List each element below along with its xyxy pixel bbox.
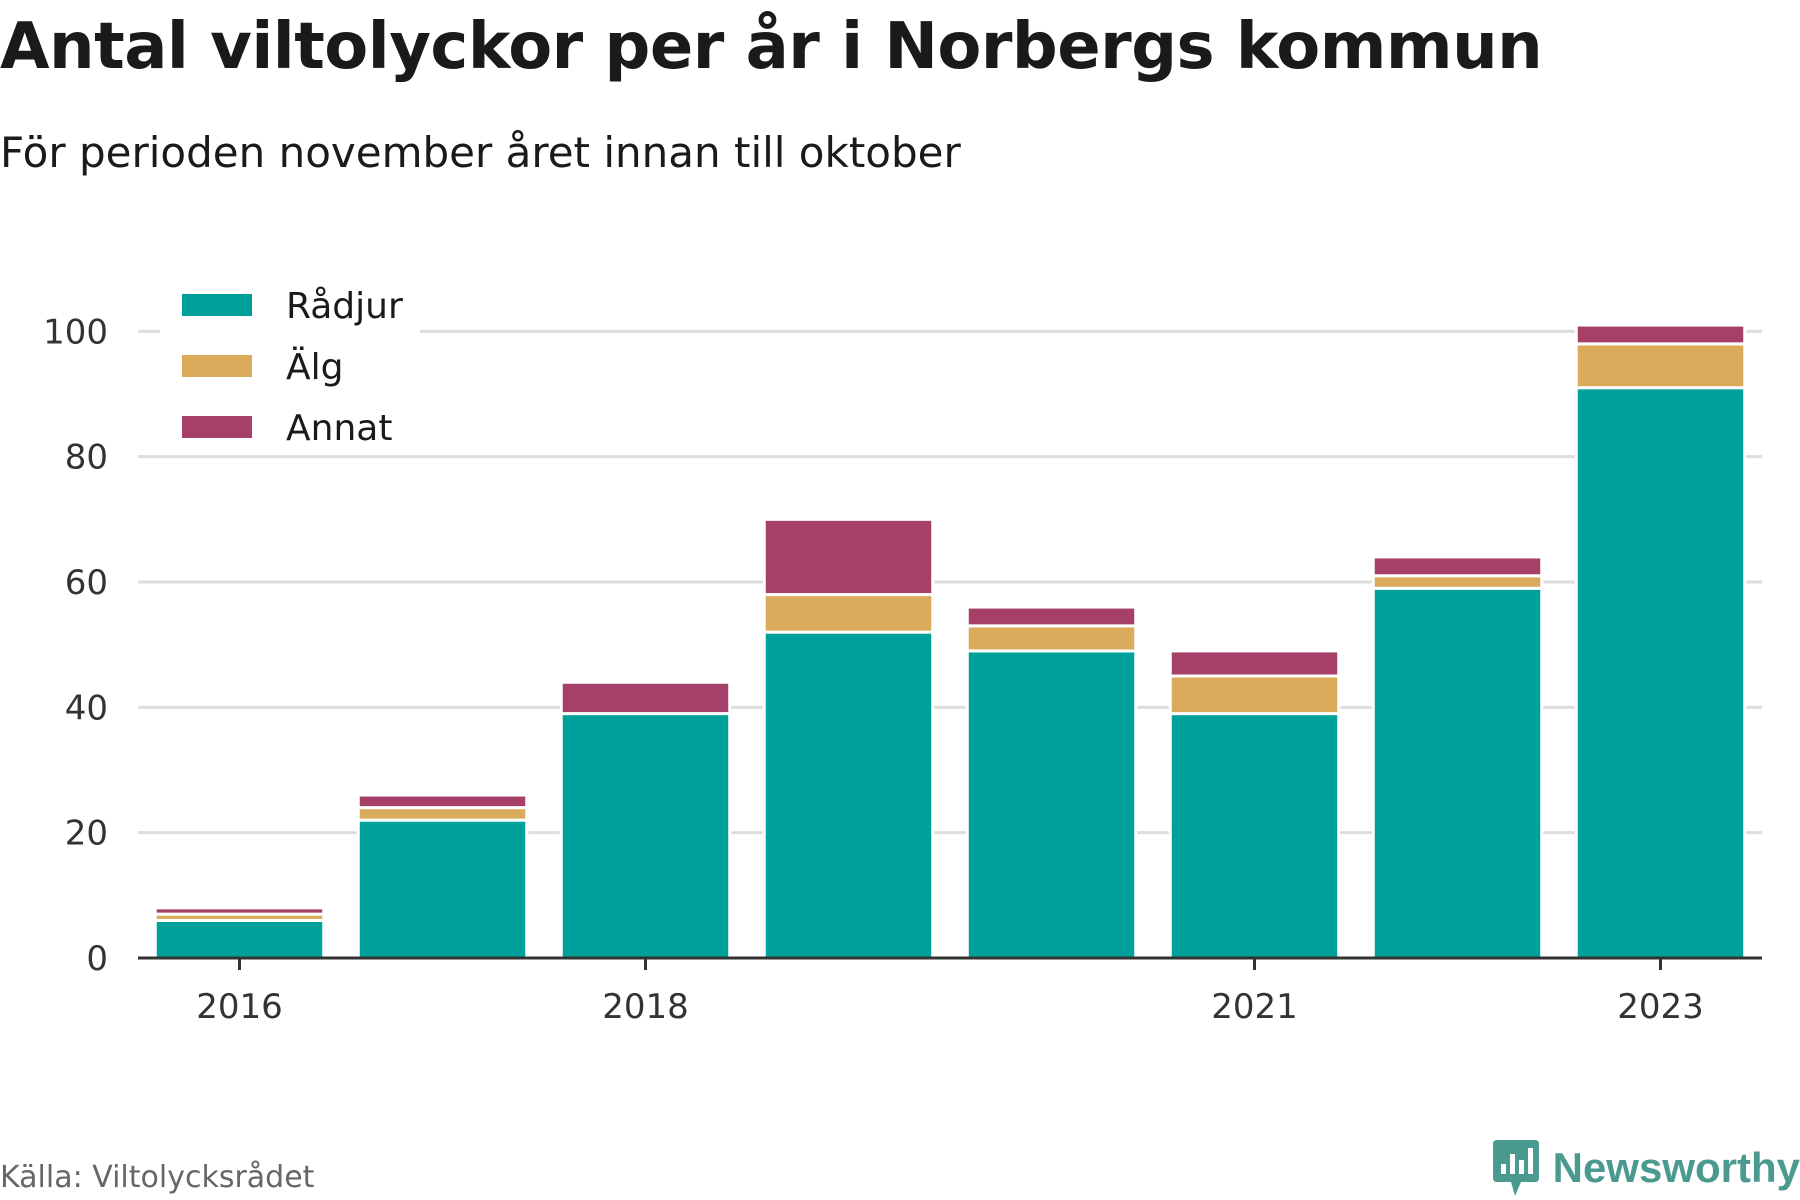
y-tick-label: 60: [65, 563, 108, 603]
bar-segment: [153, 906, 326, 916]
y-tick-label: 40: [65, 688, 108, 728]
x-tick-label: 2018: [602, 987, 689, 1027]
bar-segment: [762, 517, 935, 597]
x-tick-label: 2021: [1211, 987, 1298, 1027]
bar-segment: [762, 593, 935, 634]
brand-logo: Newsworthy: [1491, 1140, 1800, 1196]
bar-segment: [1168, 712, 1341, 960]
legend-label: Älg: [286, 346, 343, 388]
bar-segment: [965, 605, 1138, 628]
x-tick-label: 2016: [196, 987, 283, 1027]
bar-segment: [559, 712, 732, 960]
y-tick-label: 80: [65, 438, 108, 478]
bar-segment: [1371, 574, 1544, 590]
y-tick-label: 20: [65, 814, 108, 854]
legend: Rådjur Älg Annat: [160, 270, 420, 450]
newsworthy-logo-icon: [1492, 1140, 1539, 1196]
legend-swatch: [182, 294, 252, 316]
bar-segment: [1574, 342, 1747, 390]
bar-segment: [1168, 649, 1341, 678]
legend-label: Rådjur: [286, 286, 403, 327]
bar-segment: [1574, 386, 1747, 960]
brand-name: Newsworthy: [1552, 1144, 1800, 1191]
bar-segment: [153, 918, 326, 960]
bar-segment: [1168, 674, 1341, 716]
y-tick-label: 100: [43, 312, 108, 352]
legend-swatch: [182, 355, 252, 377]
bar-segment: [1371, 555, 1544, 578]
bar-segment: [356, 806, 529, 822]
source-note: Källa: Viltolycksrådet: [0, 1160, 315, 1195]
bar-segment: [356, 793, 529, 810]
legend-swatch: [182, 416, 252, 438]
legend-label: Annat: [286, 408, 392, 449]
chart-title: Antal viltolyckor per år i Norbergs komm…: [0, 10, 1543, 84]
y-tick-label: 0: [86, 939, 108, 979]
chart-subtitle: För perioden november året innan till ok…: [0, 128, 961, 177]
bar-segment: [356, 818, 529, 960]
bar-segment: [1371, 586, 1544, 960]
bar-segment: [965, 624, 1138, 653]
bar-segment: [1574, 323, 1747, 346]
bar-segment: [762, 630, 935, 960]
y-axis: 0 20 40 60 80 100: [43, 312, 108, 979]
bar-segment: [559, 680, 732, 716]
bar-segment: [965, 649, 1138, 960]
x-axis: 2016 2018 2021 2023: [138, 956, 1762, 1027]
x-tick-label: 2023: [1617, 987, 1704, 1027]
